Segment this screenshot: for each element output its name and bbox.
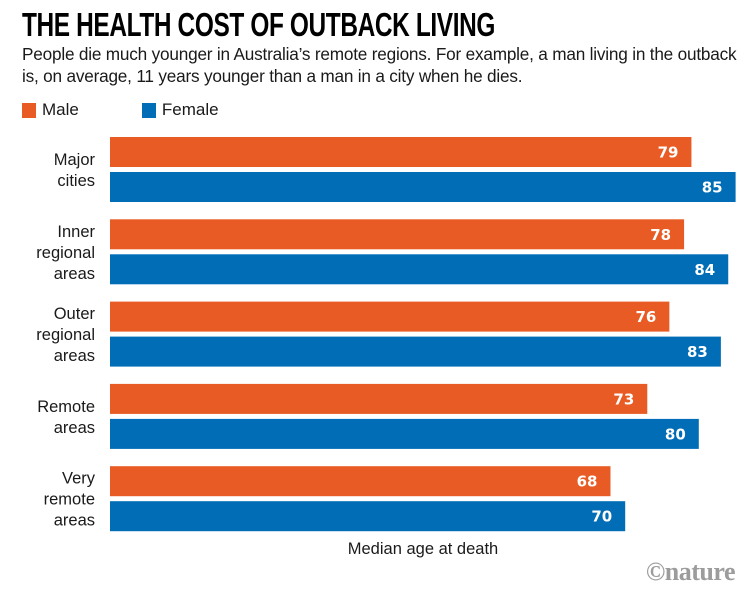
- value-label-male-outer-regional-areas: 76: [635, 308, 656, 326]
- bar-female-major-cities: [110, 172, 736, 202]
- bar-male-major-cities: [110, 137, 692, 167]
- category-label-line: Very: [62, 470, 96, 488]
- category-label-line: regional: [36, 244, 95, 262]
- value-label-female-outer-regional-areas: 83: [687, 343, 708, 361]
- category-label-line: cities: [57, 172, 95, 190]
- bar-male-inner-regional-areas: [110, 219, 685, 250]
- bar-female-very-remote-areas: [110, 501, 626, 532]
- value-label-female-inner-regional-areas: 84: [694, 261, 715, 279]
- bar-female-outer-regional-areas: [110, 336, 721, 367]
- category-label-line: Remote: [37, 398, 95, 416]
- legend-item-male: Male: [22, 100, 79, 120]
- chart-subtitle: People die much younger in Australia’s r…: [22, 44, 737, 86]
- category-label-line: Outer: [54, 305, 96, 323]
- legend-label-female: Female: [161, 100, 219, 119]
- category-label-line: remote: [44, 491, 95, 509]
- category-label-major-cities: Major cities: [54, 151, 96, 190]
- bar-female-remote-areas: [110, 418, 699, 449]
- category-label-line: areas: [54, 419, 95, 437]
- x-axis-label: Median age at death: [347, 540, 499, 558]
- value-label-male-major-cities: 79: [658, 144, 679, 162]
- value-label-female-very-remote-areas: 70: [591, 508, 612, 526]
- legend: Male Female: [22, 100, 238, 120]
- category-label-line: areas: [54, 512, 95, 530]
- category-label-line: areas: [54, 265, 95, 283]
- category-label-remote-areas: Remote areas: [37, 398, 95, 437]
- category-label-very-remote-areas: Very remote areas: [44, 470, 96, 530]
- bar-male-very-remote-areas: [110, 466, 611, 497]
- legend-swatch-male: [22, 102, 36, 118]
- value-label-male-inner-regional-areas: 78: [650, 226, 671, 244]
- category-label-line: Major: [54, 151, 96, 169]
- legend-label-male: Male: [42, 100, 79, 119]
- chart-title: THE HEALTH COST OF OUTBACK LIVING: [22, 6, 496, 43]
- bar-male-remote-areas: [110, 383, 648, 414]
- category-label-line: areas: [54, 347, 95, 365]
- value-label-female-major-cities: 85: [702, 179, 723, 197]
- legend-item-female: Female: [141, 100, 219, 120]
- value-label-female-remote-areas: 80: [665, 425, 686, 443]
- category-label-line: Inner: [57, 223, 95, 241]
- bar-female-inner-regional-areas: [110, 254, 729, 285]
- legend-swatch-female: [141, 102, 156, 118]
- value-label-male-remote-areas: 73: [613, 390, 634, 408]
- bar-male-outer-regional-areas: [110, 301, 670, 332]
- category-label-outer-regional-areas: Outer regional areas: [36, 305, 95, 365]
- category-label-line: regional: [36, 326, 95, 344]
- category-label-inner-regional-areas: Inner regional areas: [36, 223, 95, 283]
- value-label-male-very-remote-areas: 68: [577, 473, 598, 491]
- nature-logo: ©nature: [645, 557, 736, 586]
